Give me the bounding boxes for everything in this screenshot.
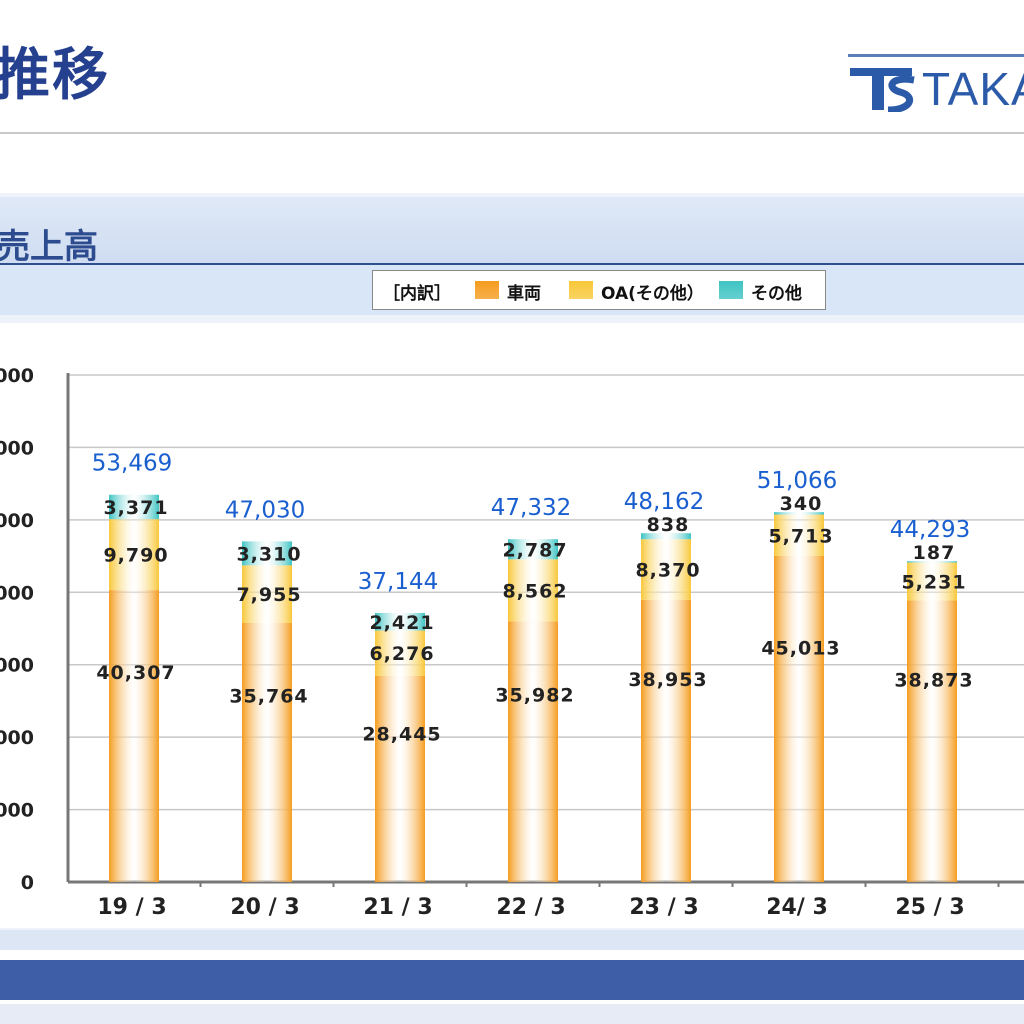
data-label: 35,982 — [495, 684, 574, 706]
bar-segment — [375, 612, 425, 631]
chart-legend: ［内訳］ 車両 OA(その他） その他 — [372, 270, 826, 310]
data-label: 2,421 — [369, 612, 434, 634]
legend-swatch-vehicle — [475, 281, 499, 299]
legend-label-oa: OA(その他） — [601, 284, 704, 304]
y-tick-label: 000 — [0, 800, 34, 822]
total-label: 47,332 — [491, 495, 571, 521]
data-label: 28,445 — [362, 724, 441, 746]
logo-top-line — [848, 54, 1024, 57]
data-label: 187 — [913, 542, 956, 564]
x-tick-label: 21 / 3 — [363, 895, 432, 920]
page-title: 推移 — [0, 43, 110, 108]
panel-bottom-band — [0, 930, 1024, 950]
legend-label-vehicle: 車両 — [507, 284, 541, 304]
data-label: 7,955 — [236, 584, 301, 606]
y-tick-label: 000 — [0, 582, 34, 604]
footer-bar — [0, 960, 1024, 1000]
bar-segment — [375, 630, 425, 676]
data-label: 340 — [780, 493, 823, 515]
footer-strip — [0, 1004, 1024, 1024]
section-title: 売上高 — [0, 227, 98, 267]
bar-segment — [641, 533, 691, 540]
bar-segment — [907, 562, 957, 601]
y-tick-label: 000 — [0, 437, 34, 459]
bar-segment — [907, 600, 957, 882]
logo-wordmark: TAKA — [922, 63, 1024, 115]
header-divider — [0, 132, 1024, 134]
bar-segment — [242, 622, 292, 882]
bar-segment — [641, 599, 691, 882]
bar-segment — [907, 561, 957, 563]
data-label: 5,713 — [768, 525, 833, 547]
data-label: 35,764 — [229, 685, 308, 707]
data-label: 3,310 — [236, 543, 301, 565]
bar-segment — [109, 519, 159, 591]
data-label: 38,873 — [894, 669, 973, 691]
total-label: 48,162 — [624, 489, 704, 515]
bar-segment — [109, 494, 159, 520]
legend-swatch-oa — [569, 281, 593, 299]
total-label: 44,293 — [890, 517, 970, 543]
y-tick-label: 000 — [0, 510, 34, 532]
bar-segment — [774, 514, 824, 556]
y-tick-label: 000 — [0, 727, 34, 749]
data-label: 38,953 — [628, 669, 707, 691]
bar-segment — [375, 675, 425, 882]
bar-segment — [774, 512, 824, 515]
legend-swatch-other — [719, 281, 743, 299]
y-tick-label: 0 — [21, 872, 34, 894]
x-tick-label: 23 / 3 — [629, 895, 698, 920]
legend-label-other: その他 — [751, 284, 802, 304]
total-label: 37,144 — [358, 569, 438, 595]
x-tick-label: 22 / 3 — [496, 895, 565, 920]
x-tick-label: 25 / 3 — [895, 895, 964, 920]
bar-segment — [508, 539, 558, 560]
data-label: 40,307 — [96, 662, 175, 684]
bar-segment — [774, 555, 824, 882]
bar-segment — [242, 541, 292, 566]
bar-segment — [508, 559, 558, 622]
data-label: 8,562 — [502, 580, 567, 602]
section-header — [0, 197, 1024, 265]
logo-mark-icon — [850, 68, 915, 112]
data-label: 2,787 — [502, 539, 567, 561]
y-tick-label: 000 — [0, 365, 34, 387]
x-tick-label: 24/ 3 — [766, 895, 828, 920]
data-label: 3,371 — [103, 497, 168, 519]
data-label: 6,276 — [369, 643, 434, 665]
data-label: 838 — [647, 514, 690, 536]
total-label: 53,469 — [92, 451, 172, 477]
x-tick-label: 20 / 3 — [230, 895, 299, 920]
total-label: 51,066 — [757, 468, 837, 494]
data-label: 5,231 — [901, 572, 966, 594]
bar-segment — [641, 539, 691, 600]
bar-segment — [508, 621, 558, 882]
data-label: 45,013 — [761, 637, 840, 659]
total-label: 47,030 — [225, 497, 305, 523]
company-logo: TAKA — [848, 54, 1024, 116]
data-label: 9,790 — [103, 545, 168, 567]
y-tick-label: 000 — [0, 655, 34, 677]
legend-heading: ［内訳］ — [383, 284, 451, 304]
data-label: 8,370 — [635, 560, 700, 582]
bar-segment — [109, 590, 159, 882]
x-tick-label: 19 / 3 — [97, 895, 166, 920]
bar-segment — [242, 565, 292, 623]
